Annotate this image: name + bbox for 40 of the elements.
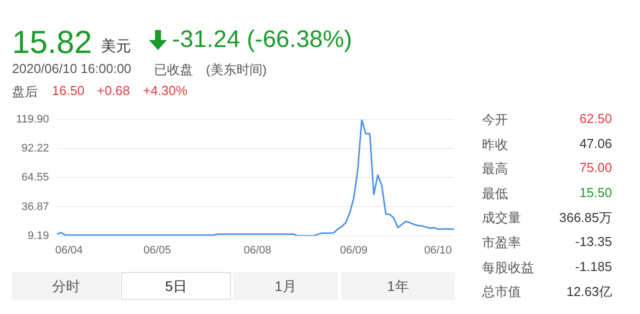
text: 75.00 <box>579 160 612 176</box>
text: 1年 <box>341 272 455 300</box>
text: +0.68 <box>97 83 130 98</box>
text: 最低 <box>482 184 508 203</box>
y-tick-label: 36.87 <box>21 200 49 213</box>
y-tick-label: 64.55 <box>21 172 49 184</box>
text: 成交量 <box>482 209 521 228</box>
text: +4.30% <box>143 83 188 98</box>
text: 市盈率 <box>482 234 521 252</box>
text: 12.63亿 <box>566 283 612 302</box>
text: 62.50 <box>579 111 612 126</box>
text: 分时 <box>12 272 120 300</box>
text: 盘后 <box>12 83 38 101</box>
text: 1月 <box>233 272 338 300</box>
text: -13.35 <box>575 234 612 249</box>
text: 最高 <box>482 160 508 178</box>
x-tick-label: 06/10 <box>424 244 452 256</box>
text: 366.85万 <box>559 209 612 228</box>
x-tick-label: 06/05 <box>143 244 172 256</box>
text: (美东时间) <box>206 61 267 79</box>
text: 16.50 <box>52 83 85 98</box>
text: 昨收 <box>482 136 508 154</box>
text: 总市值 <box>482 283 521 302</box>
y-tick-label: 9.19 <box>28 230 49 242</box>
y-tick-label: 92.22 <box>21 142 49 155</box>
text: 15.50 <box>579 184 612 200</box>
text: -31.24 (-66.38%) <box>172 26 352 54</box>
text: 每股收益 <box>482 258 534 277</box>
text: 美元 <box>101 37 131 56</box>
text: -1.185 <box>575 258 612 274</box>
x-tick-label: 06/09 <box>340 244 368 256</box>
x-tick-label: 06/08 <box>244 244 272 256</box>
y-tick-label: 119.90 <box>16 114 49 126</box>
text: 5日 <box>121 272 231 300</box>
x-tick-label: 06/04 <box>55 244 83 256</box>
text: 已收盘 <box>154 61 193 79</box>
text: 47.06 <box>579 136 612 151</box>
text: 今开 <box>482 111 508 129</box>
text: 2020/06/10 16:00:00 <box>12 61 132 76</box>
text: 15.82 <box>12 24 92 61</box>
